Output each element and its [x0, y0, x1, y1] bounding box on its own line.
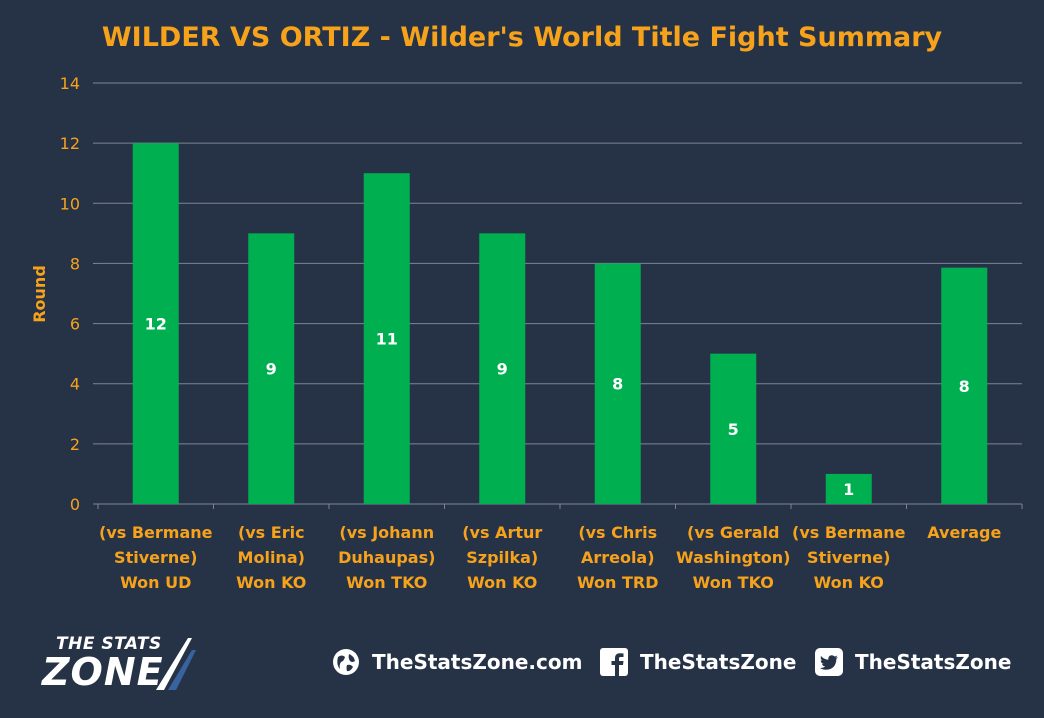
chart-title: WILDER VS ORTIZ - Wilder's World Title F…: [102, 22, 943, 53]
website-link[interactable]: TheStatsZone.com: [332, 648, 582, 676]
y-axis-label: Round: [30, 265, 49, 323]
y-tick-label: 8: [70, 254, 80, 273]
data-label: 8: [612, 375, 623, 394]
y-tick-label: 10: [60, 194, 80, 213]
facebook-text: TheStatsZone: [640, 650, 797, 674]
bar: [132, 143, 179, 504]
category-label: Won TKO: [346, 573, 427, 592]
logo-bottom-text: ZONE: [42, 650, 164, 694]
category-label: Duhaupas): [338, 548, 435, 567]
y-axis-ticks: 0 2 4 6 8 10 12 14: [60, 74, 80, 514]
twitter-icon: [815, 648, 843, 676]
category-label: (vs Johann: [339, 523, 434, 542]
bar: [941, 267, 988, 504]
y-tick-label: 0: [70, 495, 80, 514]
category-label: Won KO: [236, 573, 306, 592]
data-label: 1: [843, 480, 854, 499]
twitter-text: TheStatsZone: [855, 650, 1012, 674]
category-label: (vs Bermane: [792, 523, 906, 542]
category-label: (vs Gerald: [687, 523, 779, 542]
category-label: Won UD: [120, 573, 191, 592]
y-tick-label: 4: [70, 375, 80, 394]
chart: WILDER VS ORTIZ - Wilder's World Title F…: [30, 22, 1023, 592]
data-label: 8: [959, 377, 970, 396]
category-label: Washington): [676, 548, 790, 567]
category-label: Won KO: [814, 573, 884, 592]
twitter-link[interactable]: TheStatsZone: [815, 648, 1011, 676]
category-label: Molina): [238, 548, 305, 567]
bar: [479, 233, 526, 504]
category-label: Stiverne): [807, 548, 890, 567]
bar: [825, 473, 872, 504]
category-label: Stiverne): [114, 548, 197, 567]
bar: [363, 173, 410, 504]
stats-zone-logo: THE STATS ZONE: [40, 630, 230, 696]
y-tick-label: 14: [60, 74, 80, 93]
data-label: 9: [266, 360, 277, 379]
category-labels: (vs Bermane Stiverne) Won UD (vs Eric Molina…: [99, 523, 1001, 592]
category-label: Arreola): [581, 548, 655, 567]
website-text: TheStatsZone.com: [372, 650, 583, 674]
category-label: (vs Chris: [578, 523, 657, 542]
data-label: 12: [145, 315, 167, 334]
footer: THE STATS ZONE TheStatsZone.com TheStats…: [0, 622, 1044, 702]
category-label: Szpilka): [466, 548, 538, 567]
logo-top-text: THE STATS: [56, 634, 162, 654]
category-label: Won KO: [467, 573, 537, 592]
category-label: Average: [927, 523, 1001, 542]
category-label: Won TKO: [693, 573, 774, 592]
bar: [710, 353, 757, 504]
category-label: (vs Bermane: [99, 523, 213, 542]
data-label: 11: [376, 330, 398, 349]
facebook-icon: [600, 648, 628, 676]
y-tick-label: 12: [60, 134, 80, 153]
y-tick-label: 2: [70, 435, 80, 454]
category-label: Won TRD: [577, 573, 659, 592]
data-label: 9: [497, 360, 508, 379]
facebook-link[interactable]: TheStatsZone: [600, 648, 796, 676]
data-labels: 12 9 11 9 8 5 1 8: [145, 315, 970, 499]
data-label: 5: [728, 420, 739, 439]
globe-icon: [333, 649, 359, 675]
logo-mark-icon: [156, 638, 196, 690]
bar: [594, 263, 641, 504]
category-label: (vs Eric: [238, 523, 305, 542]
y-tick-label: 6: [70, 315, 80, 334]
bar: [248, 233, 295, 504]
gridlines: [93, 82, 1023, 509]
category-label: (vs Artur: [462, 523, 542, 542]
bars: [132, 143, 988, 504]
